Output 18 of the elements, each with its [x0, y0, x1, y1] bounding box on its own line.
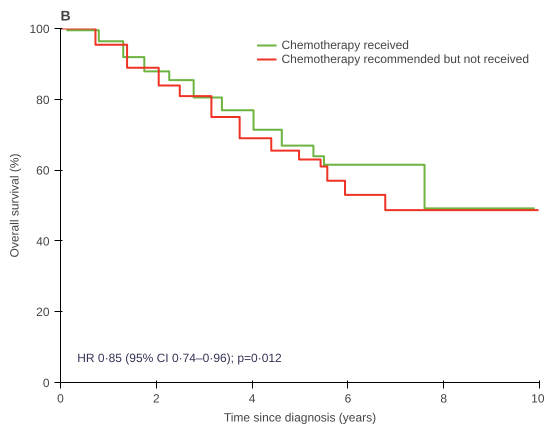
- x-tick-label: 6: [344, 392, 352, 406]
- y-tick-label: 0: [42, 376, 50, 390]
- x-tick-label: 2: [152, 392, 160, 406]
- chart-title: B: [60, 8, 71, 24]
- x-tick-label: 4: [248, 392, 256, 406]
- x-axis-title: Time since diagnosis (years): [224, 410, 376, 424]
- legend-label: Chemotherapy received: [282, 38, 409, 52]
- y-tick-label: 60: [36, 164, 50, 178]
- x-tick-label: 10: [531, 392, 544, 406]
- annotation: HR 0·85 (95% CI 0·74–0·96); p=0·012: [77, 350, 282, 365]
- y-tick-label: 40: [36, 234, 50, 248]
- y-tick-label: 100: [29, 22, 50, 36]
- y-tick-label: 20: [36, 305, 50, 320]
- legend-label: Chemotherapy recommended but not received: [282, 52, 529, 66]
- y-axis-title: Overall survival (%): [7, 153, 22, 258]
- y-tick-label: 80: [36, 92, 50, 107]
- x-tick-label: 0: [57, 392, 64, 406]
- x-tick-label: 8: [440, 392, 448, 406]
